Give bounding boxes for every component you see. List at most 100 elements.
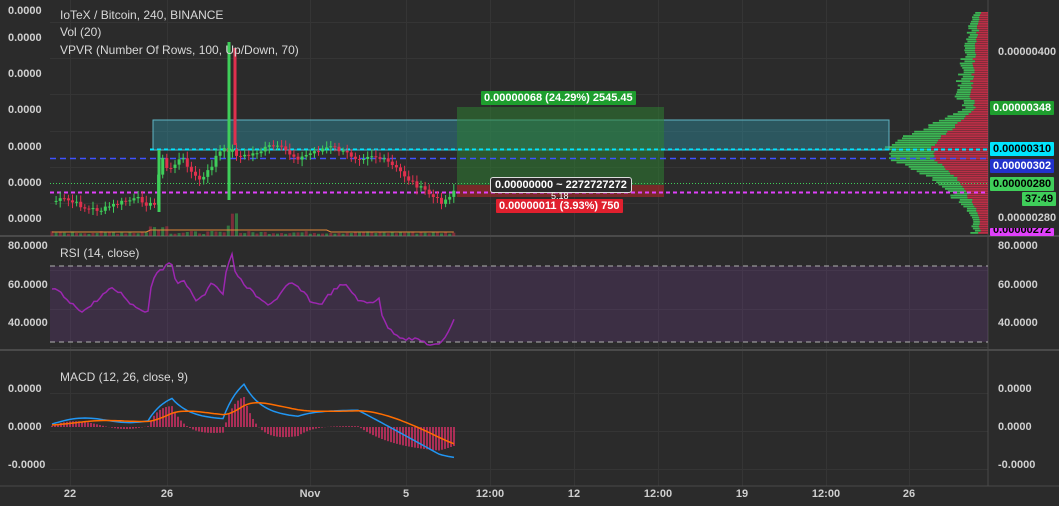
candle-body [308,153,312,155]
candle-body [116,203,120,205]
candle-body [419,186,423,188]
candle-body [329,146,333,148]
candle-body [399,167,402,172]
candle-body [66,198,70,201]
vpvr-row-up [947,115,966,118]
volume-bar [230,213,234,236]
candle-body [276,145,279,147]
vpvr-row-up [971,216,980,219]
stop-loss-label[interactable]: 0.00000011 (3.93%) 750 [496,199,623,213]
vpvr-row-up [884,146,932,148]
vpvr-row-up [961,104,974,107]
candle-body [394,165,398,168]
candle-body [386,158,390,162]
candle-body [214,155,218,167]
candle-body [370,156,374,158]
macd-indicator-label[interactable]: MACD (12, 26, close, 9) [60,370,189,384]
candle-body [181,158,185,160]
vpvr-row-up [966,207,977,210]
volume-bar [71,231,74,236]
candle-body [427,189,431,195]
volume-bar [452,232,456,236]
macd-line[interactable] [51,382,455,459]
volume-bar [427,233,431,236]
price-candles[interactable] [54,42,456,216]
volume-bar [284,233,288,236]
profit-target-label[interactable]: 0.00000068 (24.29%) 2545.45 [481,91,636,105]
volume-bar [296,232,300,236]
candle-body [140,196,144,203]
rsi-indicator-label[interactable]: RSI (14, close) [60,246,140,260]
price-tag-target[interactable]: 0.00000348 [990,101,1055,115]
vpvr-row-up [972,227,980,230]
candle-body [91,208,95,210]
volume-bar [194,231,197,236]
vpvr-row-down [964,117,988,120]
vpvr-row-down [970,91,988,93]
volume-bar [280,233,284,236]
macd-signal-line[interactable] [51,402,455,445]
candle-body [144,202,148,206]
candle-body [407,176,411,181]
volume-bar [321,233,325,236]
vpvr-row-down [965,115,988,118]
grid-lines [50,0,988,486]
volume-bar [120,232,124,236]
vpvr-row-up [970,23,979,25]
volume-bar [177,233,181,236]
vpvr-row-up [972,223,980,225]
vpvr-row-up [910,168,946,170]
position-summary-label[interactable]: 0.00000000 ~ 2272727272 [490,177,632,193]
vpvr-row-down [976,207,988,210]
vpvr-row-down [971,73,988,76]
candle-body [189,166,193,172]
vpvr-row-up [902,135,942,137]
volume-indicator-label[interactable]: Vol (20) [60,25,102,39]
vpvr-row-down [934,159,988,162]
vpvr-histogram [883,12,988,234]
candle-body [267,145,271,147]
candle-body [353,156,357,159]
vpvr-row-up [973,14,981,16]
price-tag-entry[interactable]: 0.00000310 [990,142,1055,156]
time-axis-label: 19 [735,488,749,500]
symbol-title[interactable]: IoTeX / Bitcoin, 240, BINANCE [60,8,224,22]
vpvr-row-down [979,18,988,21]
vpvr-row-up [964,42,976,45]
volume-bar [79,233,83,236]
vpvr-row-down [936,141,988,144]
vpvr-row-down [934,155,988,157]
time-axis-label: 22 [63,488,77,500]
candle-body [292,154,296,157]
left-price-tick: 0.0000 [8,213,42,225]
price-tag-current[interactable]: 0.00000280 [990,177,1055,191]
volume-bar [448,233,452,236]
candle-body [444,199,448,204]
vpvr-row-up [964,45,975,47]
vpvr-row-up [966,38,976,41]
price-tag-stop[interactable]: 0.00000272 [990,228,1055,236]
volume-bar [411,231,415,236]
vpvr-row-up [923,128,953,131]
right-price-tick: 0.00000400 [998,46,1057,58]
price-tag-support[interactable]: 0.00000302 [990,159,1055,173]
rsi-line[interactable] [51,251,455,346]
vpvr-row-down [970,93,988,96]
vpvr-row-down [978,225,988,228]
profit-zone[interactable] [457,107,664,185]
vpvr-row-down [962,185,988,188]
vpvr-row-down [974,75,988,78]
vpvr-indicator-label[interactable]: VPVR (Number Of Rows, 100, Up/Down, 70) [60,43,299,57]
vpvr-row-up [971,29,979,32]
vpvr-row-down [978,23,988,25]
candle-body [136,196,140,199]
vpvr-row-down [965,190,988,192]
vpvr-row-up [932,122,958,124]
vpvr-row-up [962,75,975,78]
vpvr-row-up [966,31,977,34]
candle-body [284,146,288,151]
volume-bar [58,231,62,236]
volume-bar [66,233,70,236]
candle-body [448,196,452,200]
